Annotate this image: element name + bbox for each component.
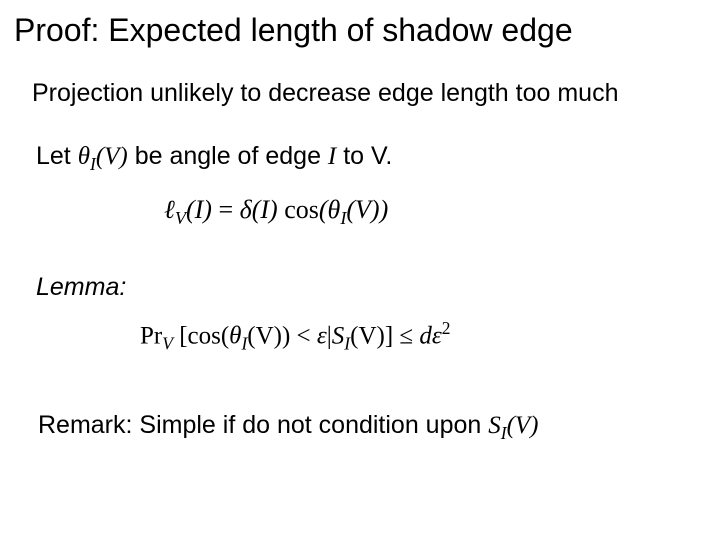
length-formula: ℓV(I) = δ(I) cos(θI(V)) <box>164 195 706 229</box>
slide-title: Proof: Expected length of shadow edge <box>14 12 706 49</box>
equals-sign: = <box>212 195 240 224</box>
rhs-d: d <box>419 323 432 350</box>
lemma-theta: θ <box>229 323 241 350</box>
cos-theta-arg: (V)) <box>346 195 388 224</box>
rhs-exponent: 2 <box>442 318 451 338</box>
delta-symbol: δ <box>240 195 252 224</box>
let-text: Let <box>36 142 78 170</box>
to-v-text: to V. <box>343 142 392 170</box>
pr-text: Pr <box>140 323 162 350</box>
delta-arg: (I) <box>252 195 278 224</box>
theta-arg: (V) <box>96 143 128 170</box>
lemma-arg1: (V)) < <box>247 323 317 350</box>
theta-symbol: θI(V) <box>78 143 128 170</box>
ell-arg: (I) <box>186 195 212 224</box>
be-angle-text: be angle of edge <box>135 142 328 170</box>
remark-line: Remark: Simple if do not condition upon … <box>38 411 706 444</box>
rhs-eps: ε <box>432 323 442 350</box>
remark-s-symbol: S <box>488 412 501 439</box>
edge-symbol: I <box>328 143 336 170</box>
cos-text: cos <box>278 195 319 224</box>
lemma-formula: PrV [cos(θI(V)) < ε|SI(V)] ≤ dε2 <box>140 318 706 354</box>
remark-math: SI(V) <box>488 412 538 439</box>
lemma-s-symbol: S <box>332 323 345 350</box>
pr-subscript: V <box>162 334 173 354</box>
epsilon-symbol: ε <box>317 323 327 350</box>
lemma-arg2: (V)] ≤ <box>350 323 419 350</box>
ell-subscript: V <box>175 208 186 228</box>
angle-definition-line: Let θI(V) be angle of edge I to V. <box>36 142 706 175</box>
bracket-cos-open: [cos( <box>173 323 229 350</box>
remark-text: Remark: Simple if do not condition upon <box>38 411 488 439</box>
ell-symbol: ℓ <box>164 195 175 224</box>
projection-statement: Projection unlikely to decrease edge len… <box>32 79 706 108</box>
theta-char: θ <box>78 143 90 170</box>
lemma-label: Lemma: <box>36 273 706 302</box>
slide: Proof: Expected length of shadow edge Pr… <box>0 0 720 540</box>
remark-s-arg: (V) <box>507 412 539 439</box>
cos-theta: (θ <box>319 195 340 224</box>
